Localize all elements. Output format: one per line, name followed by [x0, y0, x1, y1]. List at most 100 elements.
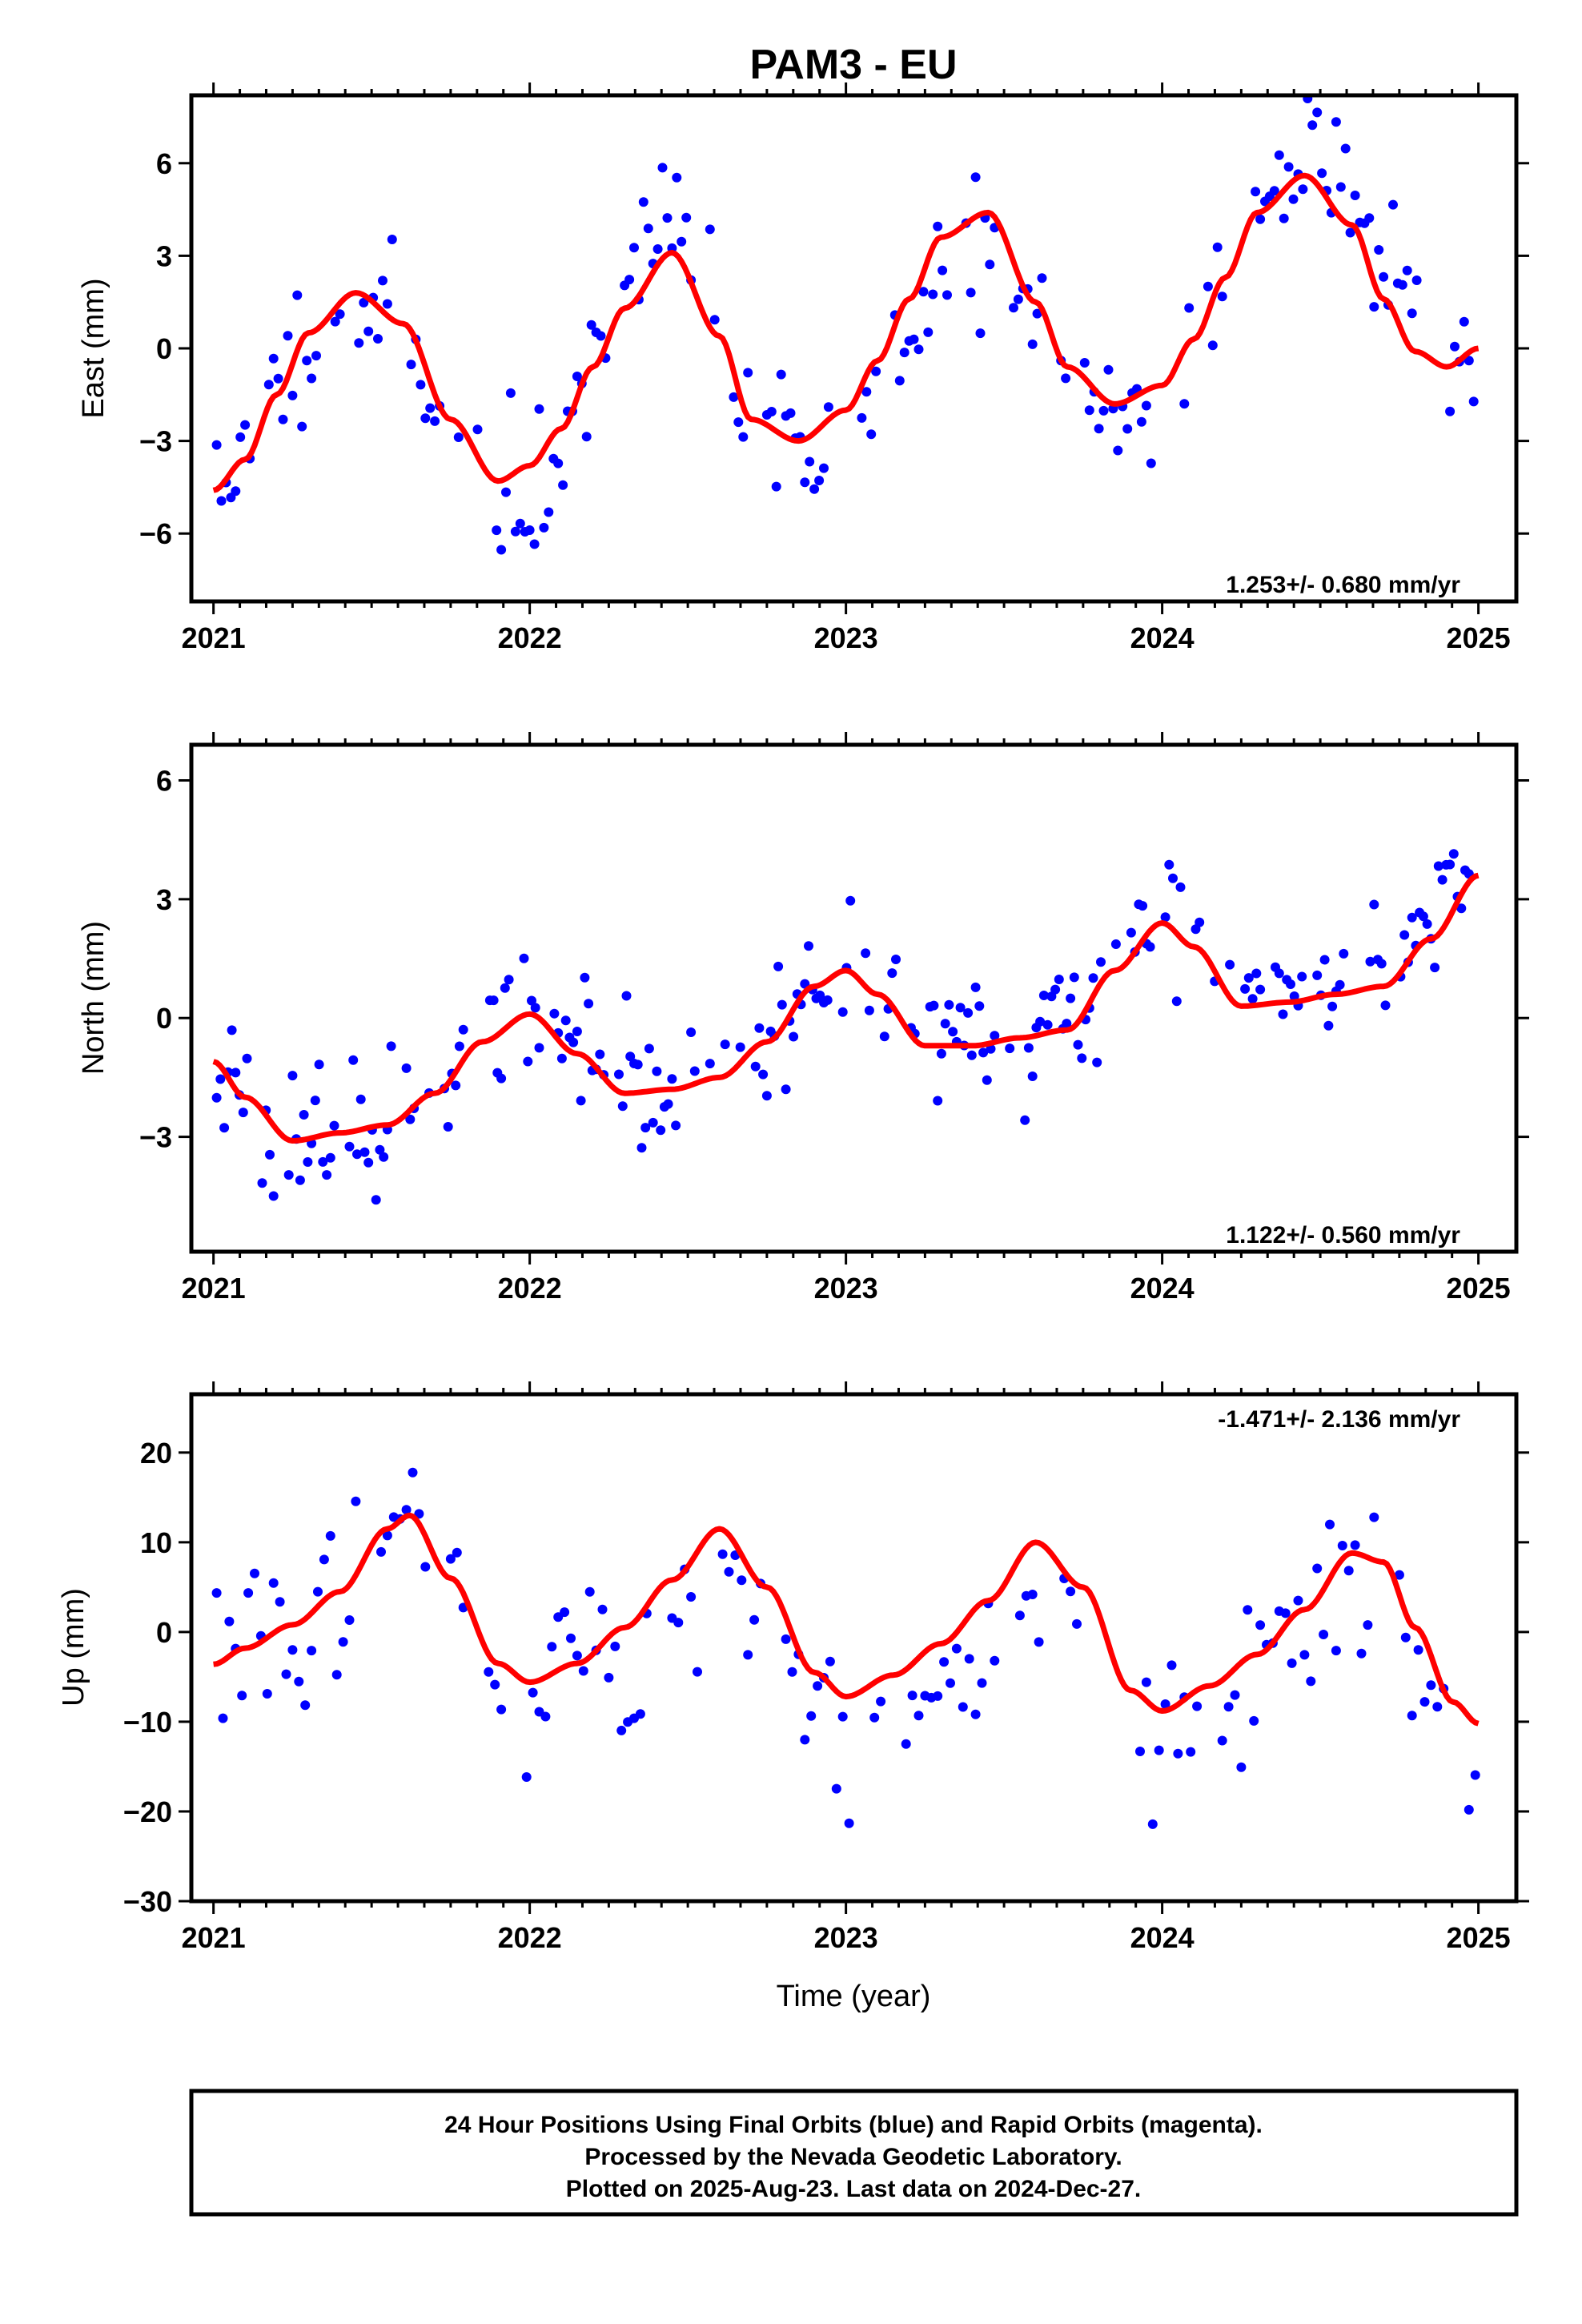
north-point: [1062, 1019, 1072, 1029]
caption-line-1: 24 Hour Positions Using Final Orbits (bl…: [444, 2112, 1263, 2138]
east-point: [738, 432, 749, 442]
east-point: [1388, 199, 1398, 210]
east-point: [581, 432, 592, 442]
east-point: [866, 429, 877, 440]
east-point: [1269, 186, 1279, 196]
east-point: [1032, 308, 1042, 319]
north-point: [310, 1096, 320, 1106]
up-point: [452, 1547, 462, 1558]
east-point: [539, 522, 549, 533]
caption-line-2: Processed by the Nevada Geodetic Laborat…: [584, 2144, 1122, 2170]
north-point: [789, 1031, 799, 1042]
north-point: [287, 1071, 298, 1081]
up-point: [990, 1655, 1000, 1666]
east-point: [268, 353, 279, 364]
east-point: [510, 526, 520, 537]
up-point: [781, 1634, 791, 1644]
up-point: [1293, 1595, 1303, 1606]
east-point: [544, 507, 554, 517]
up-point: [1325, 1519, 1335, 1530]
east-point: [970, 172, 981, 183]
north-point: [1069, 972, 1079, 983]
north-point: [595, 1049, 605, 1059]
up-x-tick-label: 2025: [1447, 1921, 1511, 1954]
up-y-tick-label: 0: [156, 1616, 172, 1649]
up-point: [1394, 1570, 1404, 1580]
east-x-tick-label: 2022: [498, 621, 562, 654]
north-fit-line: [212, 872, 1480, 1144]
east-point: [1288, 194, 1299, 204]
north-point: [314, 1059, 324, 1070]
up-point: [540, 1711, 551, 1722]
east-point: [966, 287, 976, 298]
north-point: [815, 990, 825, 1000]
north-point: [1445, 859, 1456, 870]
east-point: [918, 287, 929, 297]
north-data-layer: [211, 849, 1480, 1205]
north-point: [257, 1178, 267, 1188]
north-point: [1251, 968, 1262, 979]
east-point: [1379, 271, 1389, 282]
north-point: [1042, 1019, 1053, 1030]
east-point: [1364, 213, 1375, 223]
east-point: [1464, 356, 1474, 366]
north-point: [219, 1123, 230, 1133]
up-point: [243, 1588, 254, 1598]
north-point: [1066, 993, 1076, 1003]
north-point: [1319, 955, 1330, 965]
north-point: [1335, 979, 1345, 990]
north-point: [405, 1114, 416, 1124]
up-point: [1027, 1590, 1038, 1599]
east-point: [1312, 107, 1323, 118]
east-point: [814, 476, 825, 485]
north-x-tick-label: 2021: [182, 1272, 246, 1305]
up-x-tick-label: 2021: [182, 1921, 246, 1954]
north-point: [1164, 859, 1174, 870]
east-point: [283, 331, 293, 341]
east-y-tick-label: −6: [139, 517, 172, 550]
up-point: [1034, 1637, 1044, 1647]
east-point: [1279, 213, 1289, 223]
up-point: [597, 1604, 608, 1614]
east-point: [378, 275, 387, 286]
north-axes: 2021 2022 2023 2024 2025 −3 0 3 6: [139, 732, 1529, 1305]
up-point: [844, 1818, 854, 1828]
east-point: [1407, 308, 1417, 319]
north-point: [864, 1005, 874, 1015]
east-point: [928, 289, 938, 300]
north-point: [648, 1117, 658, 1128]
north-point: [773, 961, 784, 971]
east-y-tick-label: 6: [156, 147, 172, 180]
up-point: [1470, 1770, 1480, 1780]
up-point: [1350, 1540, 1360, 1550]
up-point: [686, 1592, 697, 1602]
north-point: [1312, 970, 1323, 980]
up-point: [281, 1669, 291, 1679]
north-point: [211, 1092, 222, 1103]
north-point: [1369, 899, 1379, 910]
north-point: [265, 1149, 275, 1160]
east-point: [657, 163, 668, 173]
north-point: [1096, 957, 1106, 967]
north-point: [1418, 911, 1428, 922]
east-point: [1397, 279, 1407, 290]
north-point: [1160, 912, 1170, 923]
north-point: [1456, 903, 1467, 914]
east-point: [1212, 242, 1223, 252]
north-point: [891, 955, 901, 964]
up-point: [610, 1641, 620, 1651]
east-point: [938, 265, 948, 275]
east-point: [302, 356, 312, 366]
east-point: [677, 236, 687, 247]
east-point: [359, 297, 369, 308]
east-point: [1009, 303, 1018, 313]
north-point: [966, 1050, 977, 1060]
north-point: [879, 1031, 889, 1042]
up-point: [344, 1615, 355, 1625]
up-point: [490, 1679, 500, 1690]
east-point: [705, 224, 715, 235]
up-point: [211, 1588, 222, 1598]
north-point: [1323, 1020, 1334, 1031]
up-y-tick-label: −30: [123, 1885, 172, 1918]
north-point: [568, 1037, 579, 1047]
